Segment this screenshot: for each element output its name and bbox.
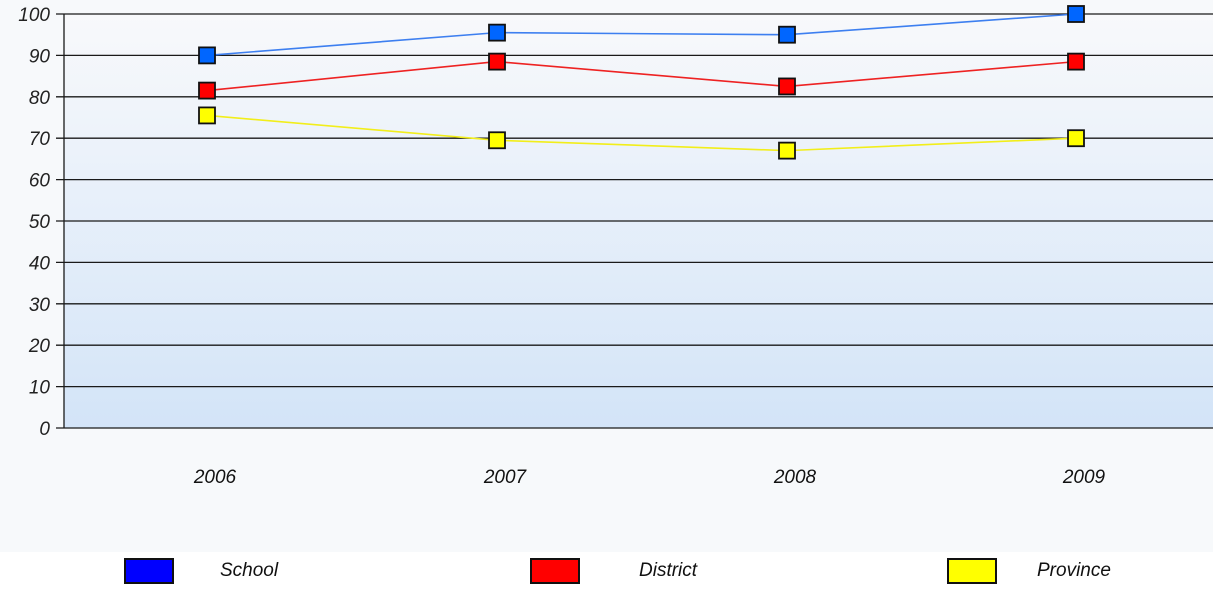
point-school-2008	[778, 25, 796, 44]
series-line-school	[206, 13, 1077, 57]
legend-label-school: School	[220, 560, 279, 581]
x-tick-label: 2008	[773, 467, 817, 488]
series-lines	[206, 13, 1077, 152]
x-tick-label: 2007	[483, 467, 528, 488]
grid-lines	[56, 13, 1213, 429]
point-school-2009	[1067, 5, 1085, 23]
y-tick-label: 50	[29, 212, 51, 233]
series-line-province	[206, 114, 1077, 152]
series-markers	[198, 5, 1085, 160]
y-tick-label: 70	[29, 129, 51, 150]
point-district-2006	[198, 81, 216, 100]
series-line-district	[206, 60, 1077, 92]
point-school-2007	[488, 23, 506, 42]
y-tick-label: 40	[29, 253, 51, 274]
y-tick-label: 80	[29, 88, 51, 109]
point-province-2009	[1067, 129, 1085, 148]
point-district-2007	[488, 52, 506, 71]
chart-canvas: 0 10 20 30 40 50 60 70 80 90 100 2006 2007 2008 2009	[18, 5, 1213, 488]
point-province-2008	[778, 141, 796, 160]
x-tick-label: 2006	[193, 467, 237, 488]
y-tick-label: 60	[29, 171, 51, 192]
point-district-2008	[778, 77, 796, 96]
y-tick-label: 20	[28, 336, 51, 357]
legend: School District Province	[0, 552, 1213, 589]
y-tick-label: 100	[18, 5, 50, 26]
legend-swatch-school	[124, 558, 174, 584]
tick-labels: 0 10 20 30 40 50 60 70 80 90 100 2006 2007 2008 2009	[18, 5, 1105, 488]
x-tick-label: 2009	[1062, 467, 1106, 488]
legend-swatch-district	[530, 558, 580, 584]
point-province-2007	[488, 131, 506, 150]
point-province-2006	[198, 106, 216, 125]
y-tick-label: 90	[29, 46, 51, 67]
y-tick-label: 10	[29, 378, 51, 399]
y-tick-label: 30	[29, 295, 51, 316]
point-school-2006	[198, 46, 216, 65]
legend-label-district: District	[639, 560, 698, 581]
point-district-2009	[1067, 52, 1085, 71]
legend-swatch-province	[947, 558, 997, 584]
legend-label-province: Province	[1037, 560, 1111, 581]
y-tick-label: 0	[39, 419, 50, 440]
